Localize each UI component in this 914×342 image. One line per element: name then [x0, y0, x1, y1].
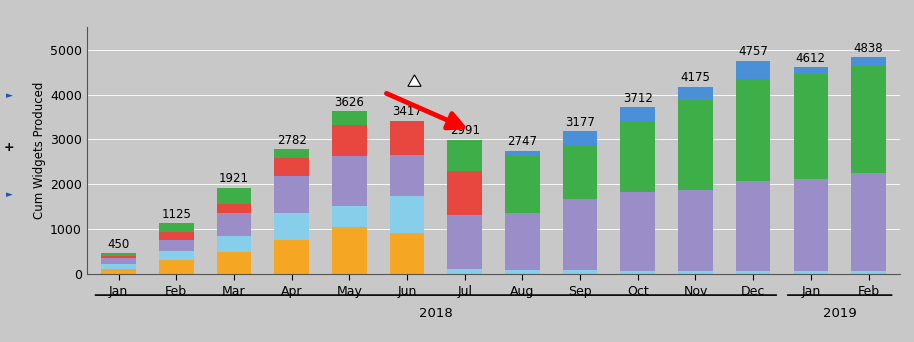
- Bar: [621, 121, 655, 193]
- Text: 3417: 3417: [392, 105, 422, 118]
- Text: 1125: 1125: [161, 208, 191, 221]
- Bar: [159, 232, 194, 240]
- Bar: [505, 270, 539, 274]
- Bar: [274, 158, 309, 176]
- Text: 4838: 4838: [854, 41, 883, 54]
- Bar: [678, 87, 713, 100]
- Bar: [274, 240, 309, 274]
- Bar: [563, 131, 598, 145]
- Text: ►: ►: [5, 190, 13, 199]
- Bar: [505, 155, 539, 213]
- Bar: [159, 240, 194, 251]
- Bar: [274, 213, 309, 240]
- Bar: [448, 171, 482, 215]
- Text: 450: 450: [108, 238, 130, 251]
- Text: 1921: 1921: [219, 172, 249, 185]
- Y-axis label: Cum Widgets Produced: Cum Widgets Produced: [33, 82, 46, 219]
- Bar: [332, 227, 367, 274]
- Text: 3712: 3712: [622, 92, 653, 105]
- Bar: [678, 190, 713, 271]
- Bar: [101, 256, 136, 258]
- Bar: [563, 270, 598, 274]
- Bar: [389, 233, 424, 274]
- Text: 2018: 2018: [419, 307, 452, 320]
- Bar: [736, 181, 771, 271]
- Bar: [793, 179, 828, 271]
- Bar: [217, 188, 251, 204]
- Bar: [217, 204, 251, 213]
- Bar: [217, 236, 251, 252]
- Bar: [332, 207, 367, 227]
- Bar: [101, 258, 136, 264]
- Text: 4175: 4175: [681, 71, 710, 84]
- Text: 2747: 2747: [507, 135, 537, 148]
- Bar: [851, 57, 886, 66]
- Text: 2991: 2991: [450, 124, 480, 137]
- Bar: [332, 111, 367, 125]
- Bar: [563, 145, 598, 198]
- Bar: [389, 121, 424, 155]
- Text: 3626: 3626: [335, 96, 365, 109]
- Bar: [389, 196, 424, 233]
- Bar: [505, 213, 539, 270]
- Bar: [332, 125, 367, 156]
- Bar: [448, 269, 482, 274]
- Bar: [736, 61, 771, 79]
- Bar: [217, 213, 251, 236]
- Bar: [563, 198, 598, 270]
- Text: 2782: 2782: [277, 134, 306, 147]
- Bar: [736, 79, 771, 181]
- Bar: [851, 271, 886, 274]
- Bar: [101, 269, 136, 274]
- Bar: [101, 264, 136, 269]
- Bar: [678, 100, 713, 190]
- Bar: [678, 271, 713, 274]
- Text: 3177: 3177: [565, 116, 595, 129]
- Bar: [448, 215, 482, 269]
- Bar: [851, 173, 886, 271]
- Bar: [793, 74, 828, 179]
- Text: 4612: 4612: [796, 52, 826, 65]
- Bar: [159, 223, 194, 232]
- Bar: [505, 150, 539, 155]
- Bar: [332, 156, 367, 207]
- Bar: [274, 176, 309, 213]
- Bar: [851, 66, 886, 173]
- Bar: [217, 252, 251, 274]
- Bar: [101, 253, 136, 256]
- Bar: [793, 271, 828, 274]
- Bar: [621, 193, 655, 271]
- Bar: [448, 140, 482, 171]
- Bar: [159, 251, 194, 260]
- Text: +: +: [4, 141, 15, 154]
- Bar: [621, 107, 655, 121]
- Bar: [159, 260, 194, 274]
- Bar: [621, 271, 655, 274]
- Bar: [274, 149, 309, 158]
- Bar: [793, 67, 828, 74]
- Text: 4757: 4757: [739, 45, 768, 58]
- Text: ►: ►: [5, 91, 13, 100]
- Bar: [389, 155, 424, 196]
- Text: 2019: 2019: [823, 307, 856, 320]
- Bar: [736, 271, 771, 274]
